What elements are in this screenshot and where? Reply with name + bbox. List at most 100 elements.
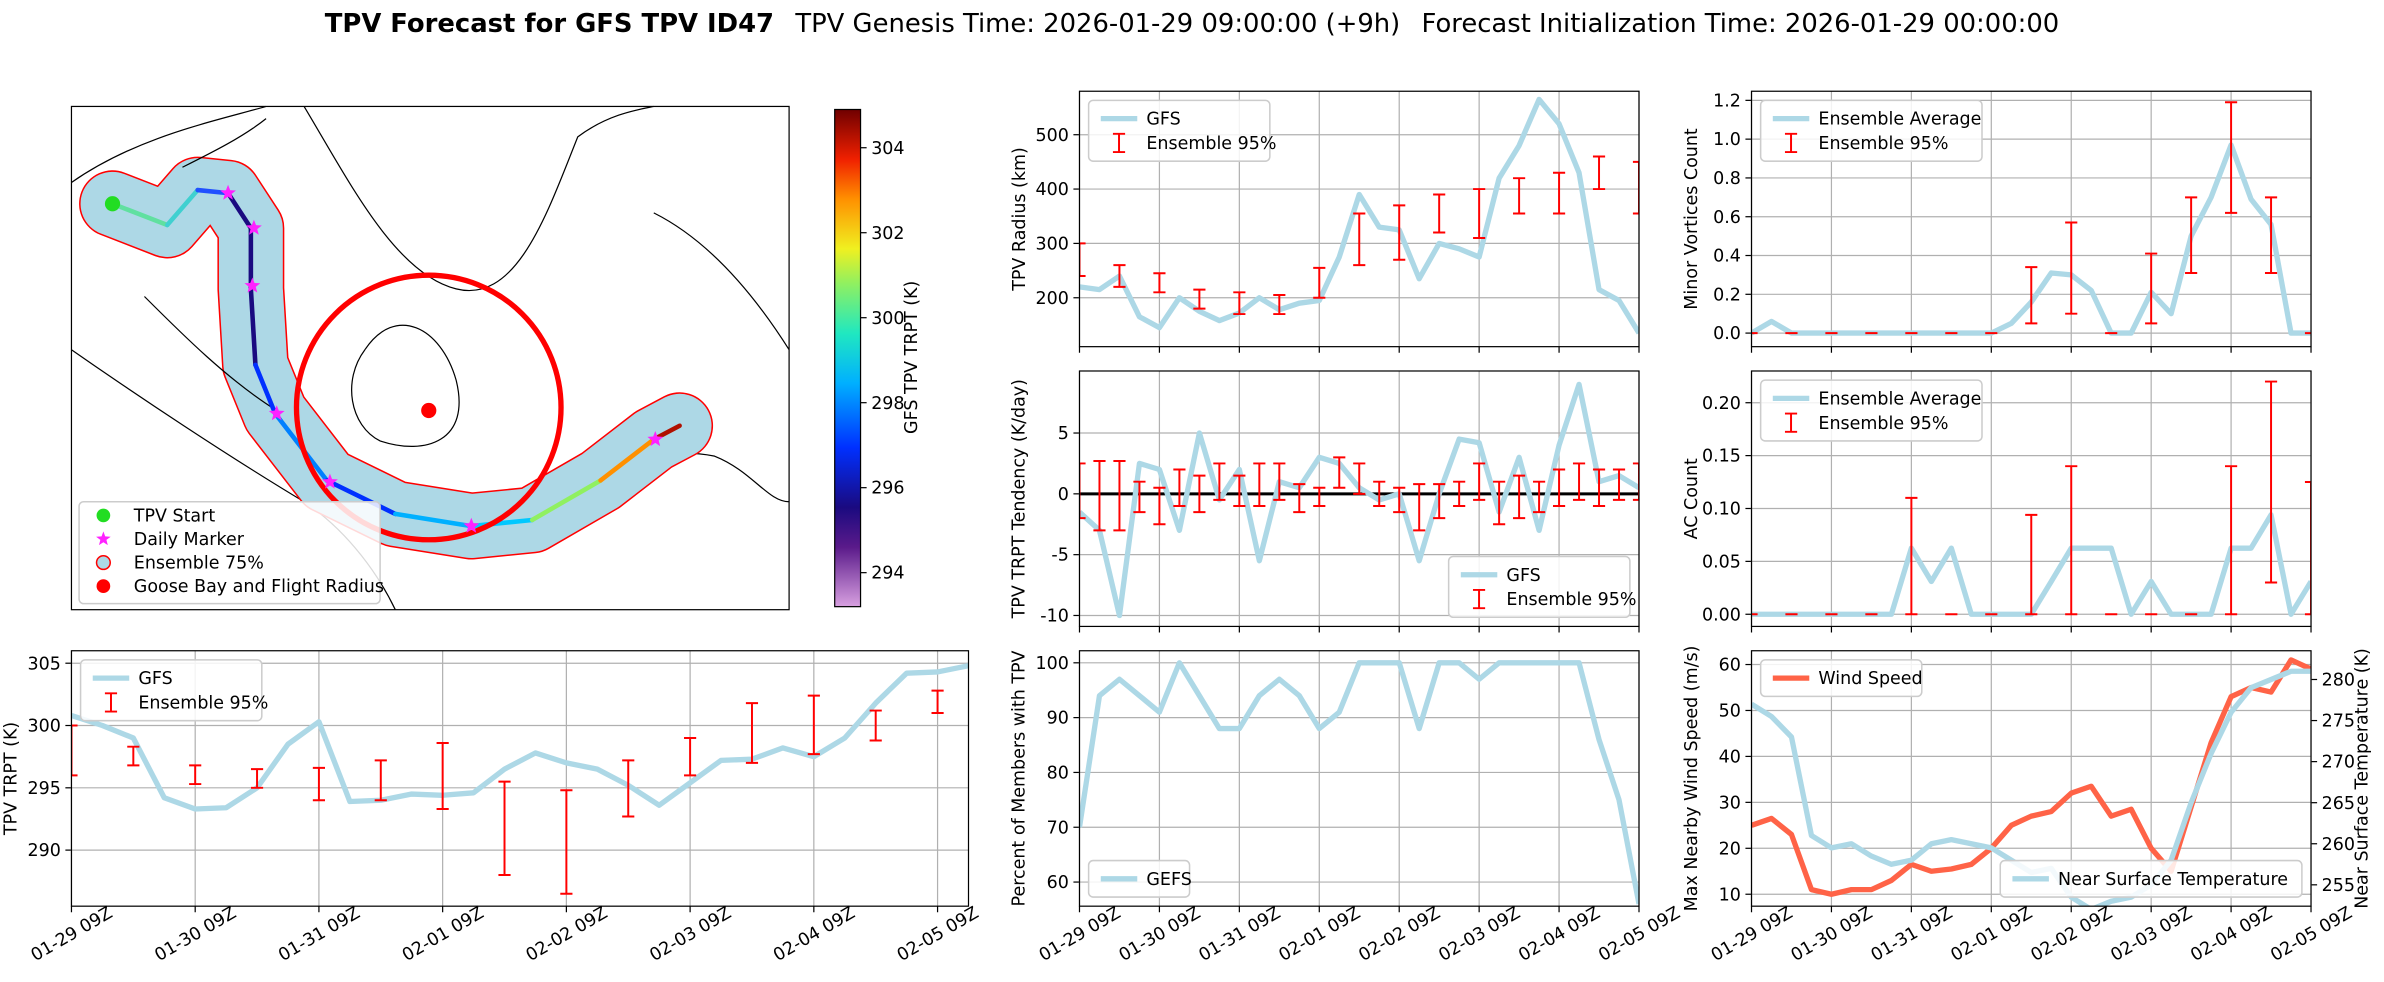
track-segment [598, 437, 657, 483]
error-bar [1433, 483, 1446, 520]
axes-frame [70, 105, 790, 611]
track-segment [253, 362, 278, 416]
x-tick-label: 01-31 09Z [1196, 903, 1284, 966]
y-tick-label: 90 [1047, 709, 1069, 729]
x-tick-label: 01-29 09Z [1036, 903, 1124, 966]
x-tick-label: 01-30 09Z [1788, 903, 1876, 966]
y-tick-label: 30 [1719, 793, 1741, 813]
legend-box [1087, 99, 1271, 162]
x-tick-label: 02-03 09Z [1435, 903, 1523, 966]
y2-tick-label: 255 [2322, 876, 2355, 896]
y-axis-label: Max Nearby Wind Speed (m/s) [1682, 646, 1702, 912]
error-bar [2065, 465, 2078, 616]
error-bar [127, 745, 140, 767]
y-tick-label: 70 [1047, 818, 1069, 838]
legend-label: Daily Marker [134, 530, 245, 550]
coastline [653, 212, 790, 351]
error-bar [1079, 242, 1086, 278]
legend-label: GFS [1506, 566, 1540, 586]
legend-label: Near Surface Temperature [2058, 870, 2288, 890]
legend-marker [96, 579, 111, 593]
legend-label: TPV Start [133, 507, 216, 527]
y-tick-label: 10 [1719, 885, 1741, 905]
error-bar [1552, 468, 1566, 507]
x-tick-label: 02-05 09Z [2267, 903, 2355, 966]
legend-label: Ensemble 95% [138, 694, 268, 714]
x-tick-label: 02-01 09Z [399, 903, 487, 966]
legend-label: GEFS [1146, 870, 1191, 890]
y-tick-label: 305 [27, 654, 60, 674]
y2-axis-label: Near Surface Temperature (K) [2352, 648, 2372, 909]
error-bar [1253, 462, 1266, 507]
legend-label: Ensemble Average [1818, 110, 1981, 130]
daily-marker [268, 405, 285, 421]
y-tick-label: 1.0 [1713, 130, 1741, 150]
error-bar [312, 766, 326, 802]
y-tick-label: 0.15 [1702, 447, 1741, 467]
error-bar [1233, 474, 1246, 507]
error-bar [2025, 513, 2038, 616]
error-bar [2025, 266, 2038, 325]
error-bar [2185, 196, 2198, 274]
plot-area [1079, 660, 1639, 905]
y-tick-label: 0.2 [1713, 285, 1741, 305]
legend-box [1759, 379, 1983, 442]
error-bar [71, 724, 78, 777]
y-tick-label: 200 [1036, 289, 1069, 309]
error-bar [1632, 160, 1639, 215]
legend-box [78, 500, 381, 605]
error-bar [2145, 252, 2158, 325]
y-tick-label: 80 [1047, 764, 1069, 784]
track-segment [110, 201, 170, 228]
axes-frame [1078, 650, 1640, 907]
x-tick-label: 02-05 09Z [1595, 903, 1683, 966]
daily-marker [220, 184, 236, 200]
x-tick-label: 02-03 09Z [2108, 903, 2196, 966]
error-bar [1273, 462, 1286, 501]
error-bar [1353, 462, 1366, 495]
colorbar-tick-label: 296 [871, 479, 904, 499]
legend-label: Goose Bay and Flight Radius [134, 577, 384, 597]
x-tick-label: 01-31 09Z [275, 903, 363, 966]
legend-box [1087, 859, 1191, 898]
error-bar [684, 736, 697, 777]
x-tick-label: 01-29 09Z [28, 903, 116, 966]
coastline [71, 105, 267, 183]
error-bar [1173, 468, 1186, 507]
error-bar [1273, 294, 1286, 316]
y-tick-label: 290 [27, 841, 60, 861]
y-tick-label: 0.00 [1702, 605, 1741, 625]
panel: 290 295 300 305 01-29 09Z 01-30 09Z 01-31 09Z 0… [2, 650, 982, 966]
error-bar [1453, 480, 1466, 507]
error-bar [1433, 193, 1446, 234]
legend-label: Ensemble 95% [1818, 414, 1948, 434]
colorbar-tick-label: 298 [871, 394, 904, 414]
y-tick-label: 0.4 [1713, 247, 1741, 267]
legend-box [1447, 555, 1631, 619]
plot-area [1079, 96, 1639, 335]
y2-tick-label: 275 [2322, 712, 2355, 732]
x-tick-label: 02-02 09Z [2028, 903, 2116, 966]
y2-tick-label: 280 [2322, 671, 2355, 691]
legend-box [79, 659, 263, 722]
error-bar [1413, 483, 1426, 532]
legend-swatch [1784, 412, 1798, 433]
error-bar [2225, 465, 2238, 616]
error-bar [1113, 460, 1126, 532]
daily-marker [246, 219, 262, 235]
error-bar [745, 702, 759, 764]
tpv-start [104, 196, 121, 212]
legend-swatch [1472, 588, 1486, 610]
y-tick-label: 0.05 [1702, 552, 1741, 572]
x-tick-label: 01-30 09Z [1116, 903, 1204, 966]
panel: -10 -5 0 5 TPV TRPT Tendency (K/day) GFS Ensem… [1010, 370, 1640, 633]
plot-area [71, 663, 969, 895]
x-tick-label: 02-04 09Z [2187, 903, 2275, 966]
series-line [1751, 657, 2312, 897]
error-bar [1213, 462, 1226, 501]
panel: 0.0 0.2 0.4 0.6 0.8 1.0 1.2 Minor Vortices Coun… [1682, 90, 2312, 353]
y-tick-label: 0.6 [1713, 208, 1741, 228]
title-name: TPV Forecast for GFS TPV ID47 [325, 9, 774, 39]
y-axis-label: TPV TRPT Tendency (K/day) [1010, 379, 1030, 619]
